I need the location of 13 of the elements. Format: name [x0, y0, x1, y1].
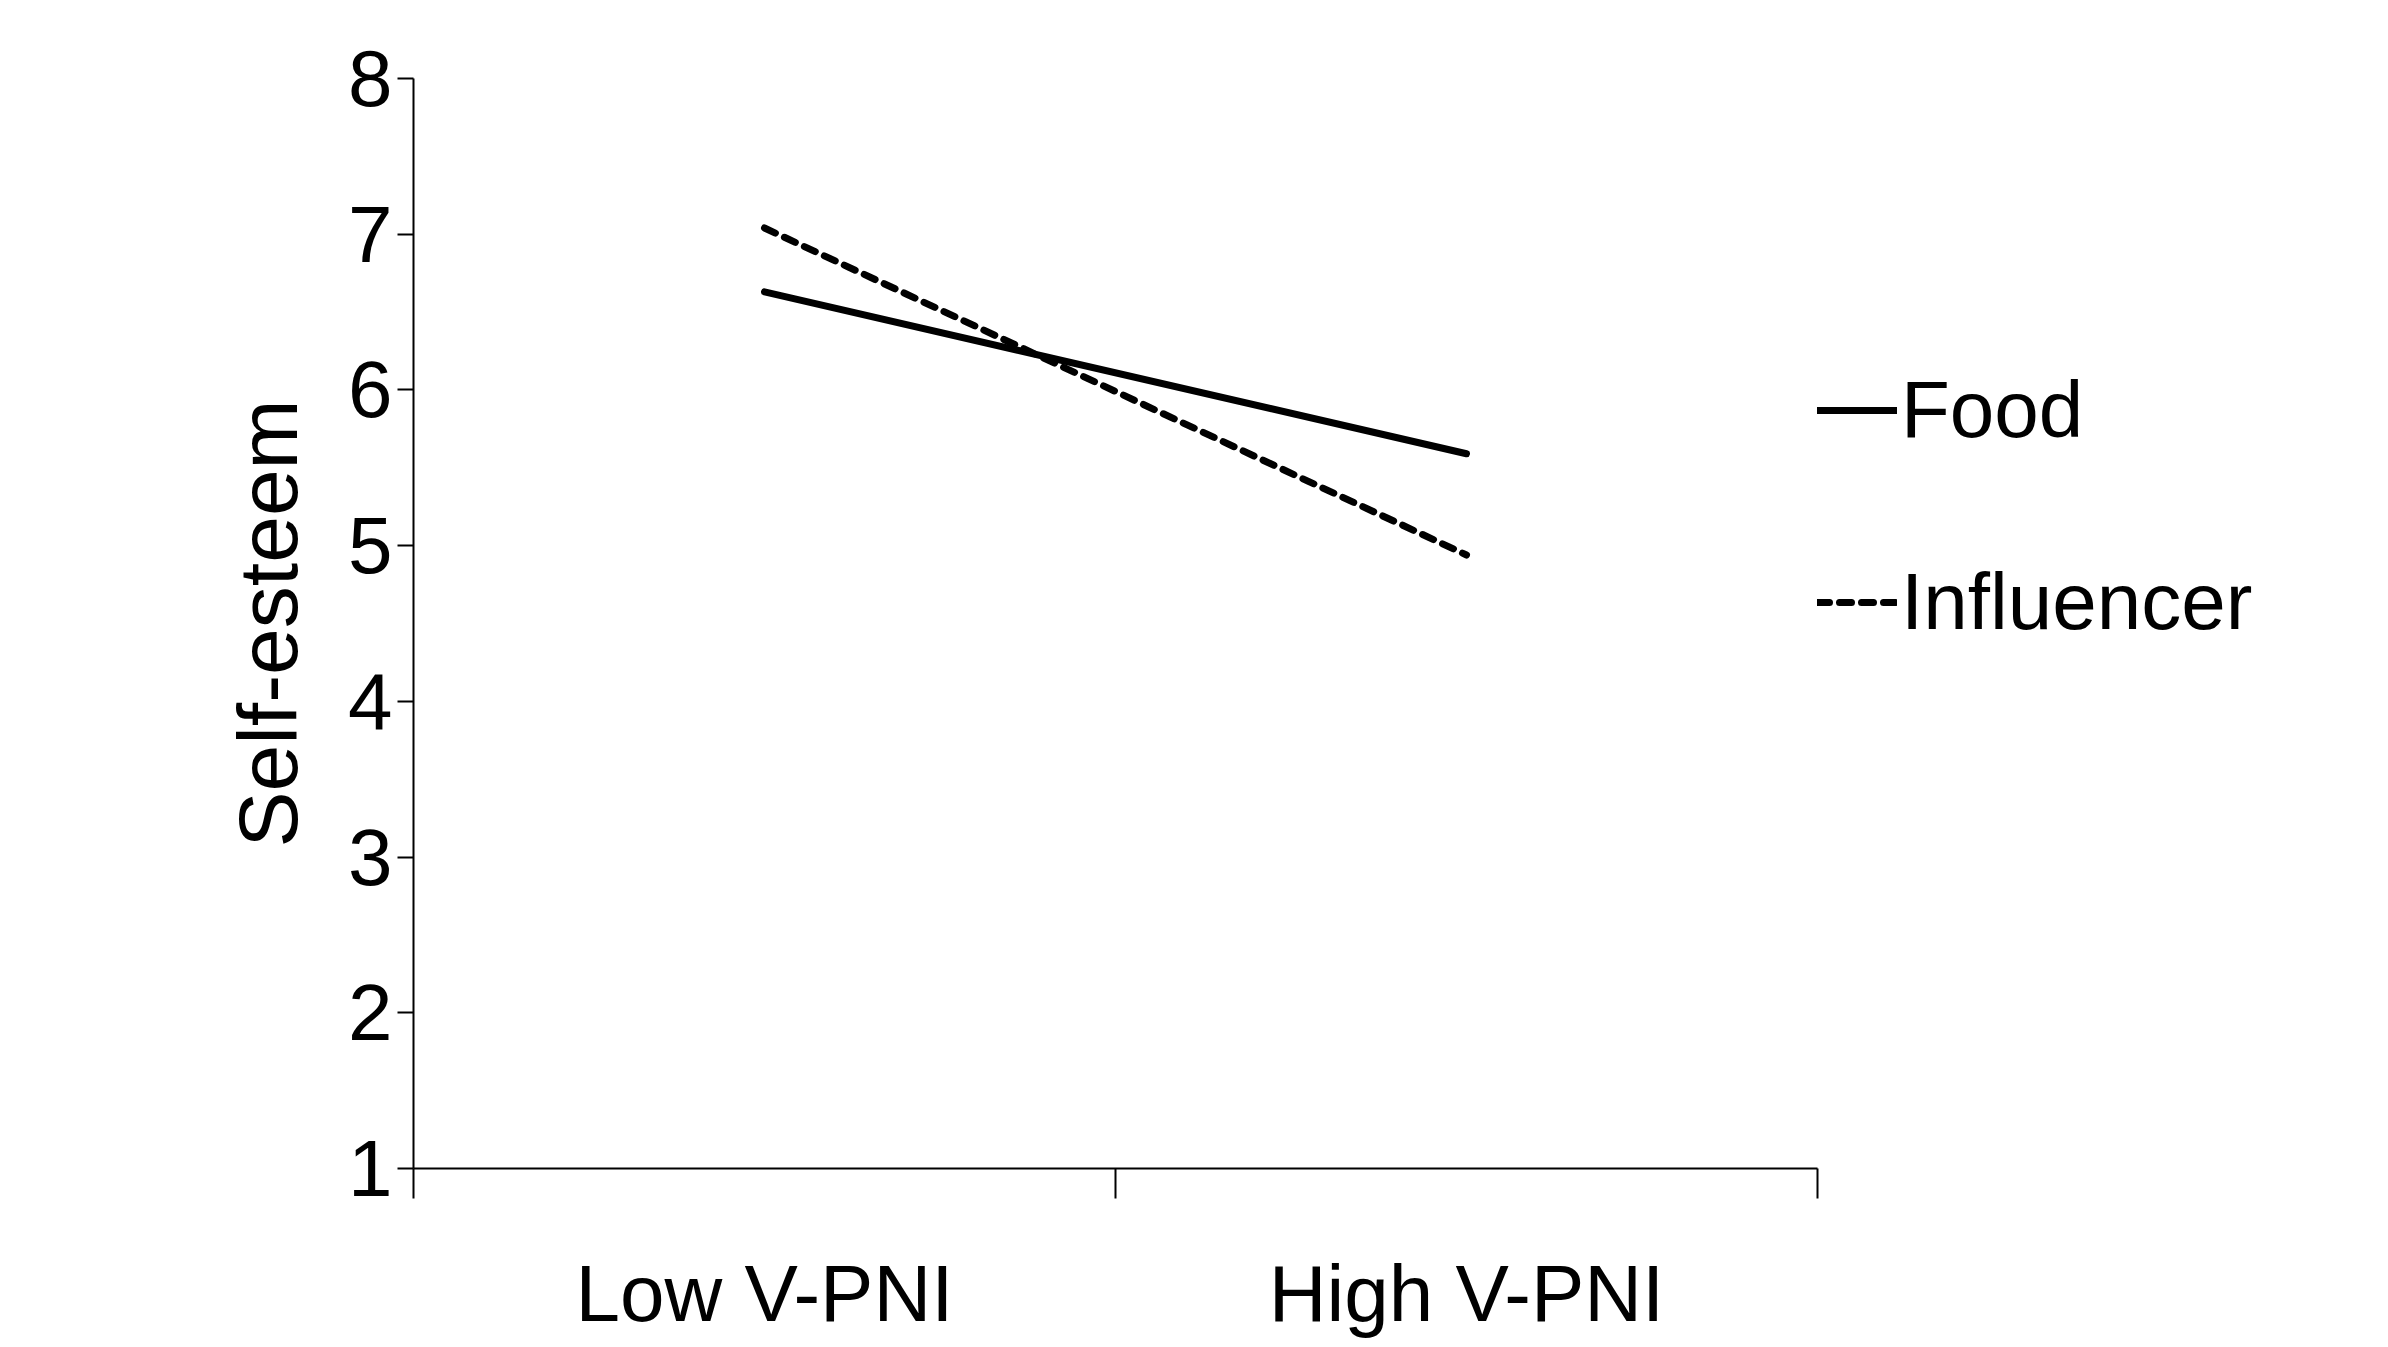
y-tick-label: 8 — [348, 34, 393, 123]
x-tick-label: High V-PNI — [1268, 1248, 1665, 1338]
y-axis-title: Self-esteem — [221, 399, 316, 848]
y-tick-label: 5 — [348, 501, 393, 591]
legend-label: Food — [1901, 364, 2084, 456]
legend-label: Influencer — [1901, 556, 2253, 648]
y-tick-label: 3 — [348, 812, 393, 902]
y-tick-label: 1 — [348, 1124, 393, 1213]
y-tick-label: 6 — [348, 345, 393, 435]
y-tick-label: 4 — [348, 656, 393, 746]
y-tick-label: 2 — [348, 968, 393, 1058]
y-tick-label: 7 — [348, 189, 393, 279]
x-tick-label: Low V-PNI — [575, 1248, 954, 1338]
